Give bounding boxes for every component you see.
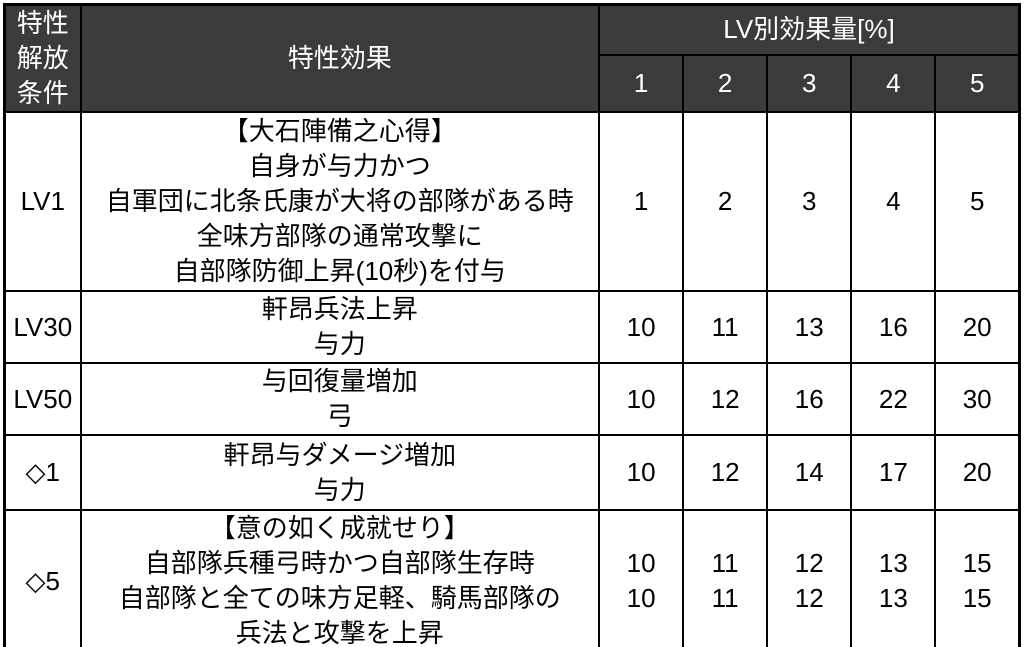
- header-effect: 特性効果: [79, 3, 601, 113]
- header-level-4: 4: [850, 53, 937, 114]
- table-row-diamond5: ◇5 【意の如く成就せり】 自部隊兵種弓時かつ自部隊生存時 自部隊と全ての味方足…: [3, 509, 1021, 647]
- condition-cell: LV30: [3, 290, 82, 364]
- value-cell: 20: [934, 290, 1021, 364]
- table-row-lv50: LV50 与回復量増加 弓 10 12 16 22 30: [3, 362, 1021, 436]
- value-cell: 11: [682, 290, 769, 364]
- value-cell: 13: [766, 290, 853, 364]
- header-level-3: 3: [766, 53, 853, 114]
- value-cell: 16: [850, 290, 937, 364]
- header-level-5: 5: [934, 53, 1021, 114]
- value-cell: 17: [850, 434, 937, 511]
- effect-cell: 【意の如く成就せり】 自部隊兵種弓時かつ自部隊生存時 自部隊と全ての味方足軽、騎…: [79, 509, 601, 647]
- value-cell: 10: [598, 290, 685, 364]
- value-cell: 1: [598, 111, 685, 292]
- value-cell: 10 10: [598, 509, 685, 647]
- value-cell: 2: [682, 111, 769, 292]
- value-cell: 11 11: [682, 509, 769, 647]
- value-cell: 13 13: [850, 509, 937, 647]
- value-cell: 12: [682, 434, 769, 511]
- value-cell: 20: [934, 434, 1021, 511]
- value-cell: 22: [850, 362, 937, 436]
- table-row-lv1: LV1 【大石陣備之心得】 自身が与力かつ 自軍団に北条氏康が大将の部隊がある時…: [3, 111, 1021, 292]
- trait-effect-table: 特性 解放 条件 特性効果 LV別効果量[%] 1 2 3 4 5 LV1 【大…: [3, 3, 1021, 647]
- value-cell: 5: [934, 111, 1021, 292]
- header-level-1: 1: [598, 53, 685, 114]
- effect-cell: 【大石陣備之心得】 自身が与力かつ 自軍団に北条氏康が大将の部隊がある時 全味方…: [79, 111, 601, 292]
- value-cell: 4: [850, 111, 937, 292]
- header-level-2: 2: [682, 53, 769, 114]
- value-cell: 15 15: [934, 509, 1021, 647]
- value-cell: 3: [766, 111, 853, 292]
- effect-cell: 軒昂与ダメージ増加 与力: [79, 434, 601, 511]
- value-cell: 10: [598, 434, 685, 511]
- value-cell: 10: [598, 362, 685, 436]
- value-cell: 16: [766, 362, 853, 436]
- value-cell: 12: [682, 362, 769, 436]
- effect-cell: 与回復量増加 弓: [79, 362, 601, 436]
- condition-cell: LV1: [3, 111, 82, 292]
- header-condition: 特性 解放 条件: [3, 3, 82, 113]
- header-row-top: 特性 解放 条件 特性効果 LV別効果量[%]: [3, 3, 1021, 113]
- effect-cell: 軒昂兵法上昇 与力: [79, 290, 601, 364]
- value-cell: 12 12: [766, 509, 853, 647]
- value-cell: 30: [934, 362, 1021, 436]
- table-row-lv30: LV30 軒昂兵法上昇 与力 10 11 13 16 20: [3, 290, 1021, 364]
- value-cell: 14: [766, 434, 853, 511]
- header-row-levels: 1 2 3 4 5: [5, 53, 1021, 114]
- table-row-diamond1: ◇1 軒昂与ダメージ増加 与力 10 12 14 17 20: [3, 434, 1021, 511]
- condition-cell: ◇1: [3, 434, 82, 511]
- condition-cell: ◇5: [3, 509, 82, 647]
- header-level-group: LV別効果量[%]: [598, 3, 1021, 56]
- condition-cell: LV50: [3, 362, 82, 436]
